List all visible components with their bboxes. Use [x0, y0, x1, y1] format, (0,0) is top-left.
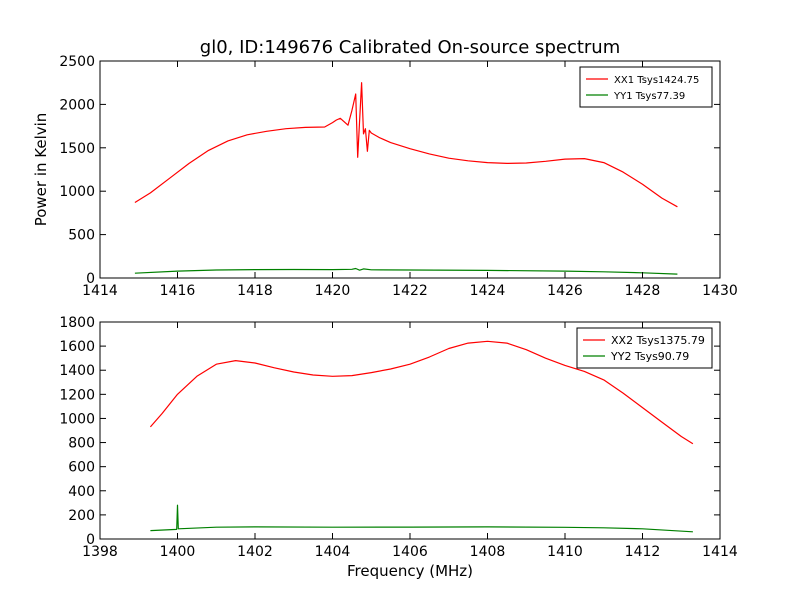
x-tick-label: 1414 [702, 544, 738, 560]
x-tick-label: 1422 [392, 283, 428, 299]
x-axis-label: Frequency (MHz) [347, 562, 473, 580]
y-tick-label: 800 [68, 436, 95, 452]
y-axis-label: Power in Kelvin [32, 113, 50, 227]
legend-box [579, 66, 713, 108]
legend-box [576, 327, 713, 369]
x-tick-label: 1424 [470, 283, 506, 299]
y-tick-label: 600 [68, 460, 95, 476]
y-tick-label: 1000 [59, 411, 95, 427]
y-tick-label: 1200 [59, 387, 95, 403]
y-tick-label: 2000 [59, 97, 95, 113]
axes-bottom: 1398 1400 1402 1404 1406 1408 1410 1412 1414 0 200… [59, 315, 738, 580]
legend-label: XX1 Tsys1424.75 [614, 75, 699, 86]
x-tick-label: 1428 [625, 283, 661, 299]
y-tick-label: 1600 [59, 339, 95, 355]
x-tick-label: 1408 [470, 544, 506, 560]
x-tick-label: 1430 [702, 283, 738, 299]
chart-title: gl0, ID:149676 Calibrated On-source spec… [200, 37, 620, 58]
x-tick-label: 1400 [160, 544, 196, 560]
x-tick-label: 1416 [160, 283, 196, 299]
series-line-1-1 [150, 504, 693, 533]
legend-label: YY1 Tsys77.39 [613, 91, 685, 102]
y-tick-label: 0 [86, 271, 95, 287]
y-tick-label: 0 [86, 532, 95, 548]
series-line-0-1 [134, 267, 678, 275]
y-tick-label: 400 [68, 484, 95, 500]
x-tick-label: 1406 [392, 544, 428, 560]
y-tick-label: 500 [68, 228, 95, 244]
x-tick-label: 1414 [82, 283, 118, 299]
x-tick-label: 1410 [547, 544, 583, 560]
y-tick-label: 200 [68, 508, 95, 524]
x-tick-label: 1418 [237, 283, 273, 299]
y-tick-label: 2500 [59, 54, 95, 70]
series-line-0-0 [134, 82, 678, 208]
x-tick-label: 1420 [315, 283, 351, 299]
y-tick-label: 1500 [59, 141, 95, 157]
axes-top: 1414 1416 1418 1420 1422 1424 1426 1428 1430 0 500… [32, 54, 738, 299]
x-tick-label: 1402 [237, 544, 273, 560]
series-line-1-0 [149, 340, 694, 445]
legend-label: YY2 Tsys90.79 [610, 350, 689, 363]
x-tick-label: 1426 [547, 283, 583, 299]
x-tick-label: 1412 [625, 544, 661, 560]
x-tick-label: 1398 [82, 544, 118, 560]
x-tick-label: 1404 [315, 544, 351, 560]
y-tick-label: 1800 [59, 315, 95, 331]
y-tick-label: 1400 [59, 363, 95, 379]
legend-label: XX2 Tsys1375.79 [611, 334, 705, 347]
y-tick-label: 1000 [59, 184, 95, 200]
